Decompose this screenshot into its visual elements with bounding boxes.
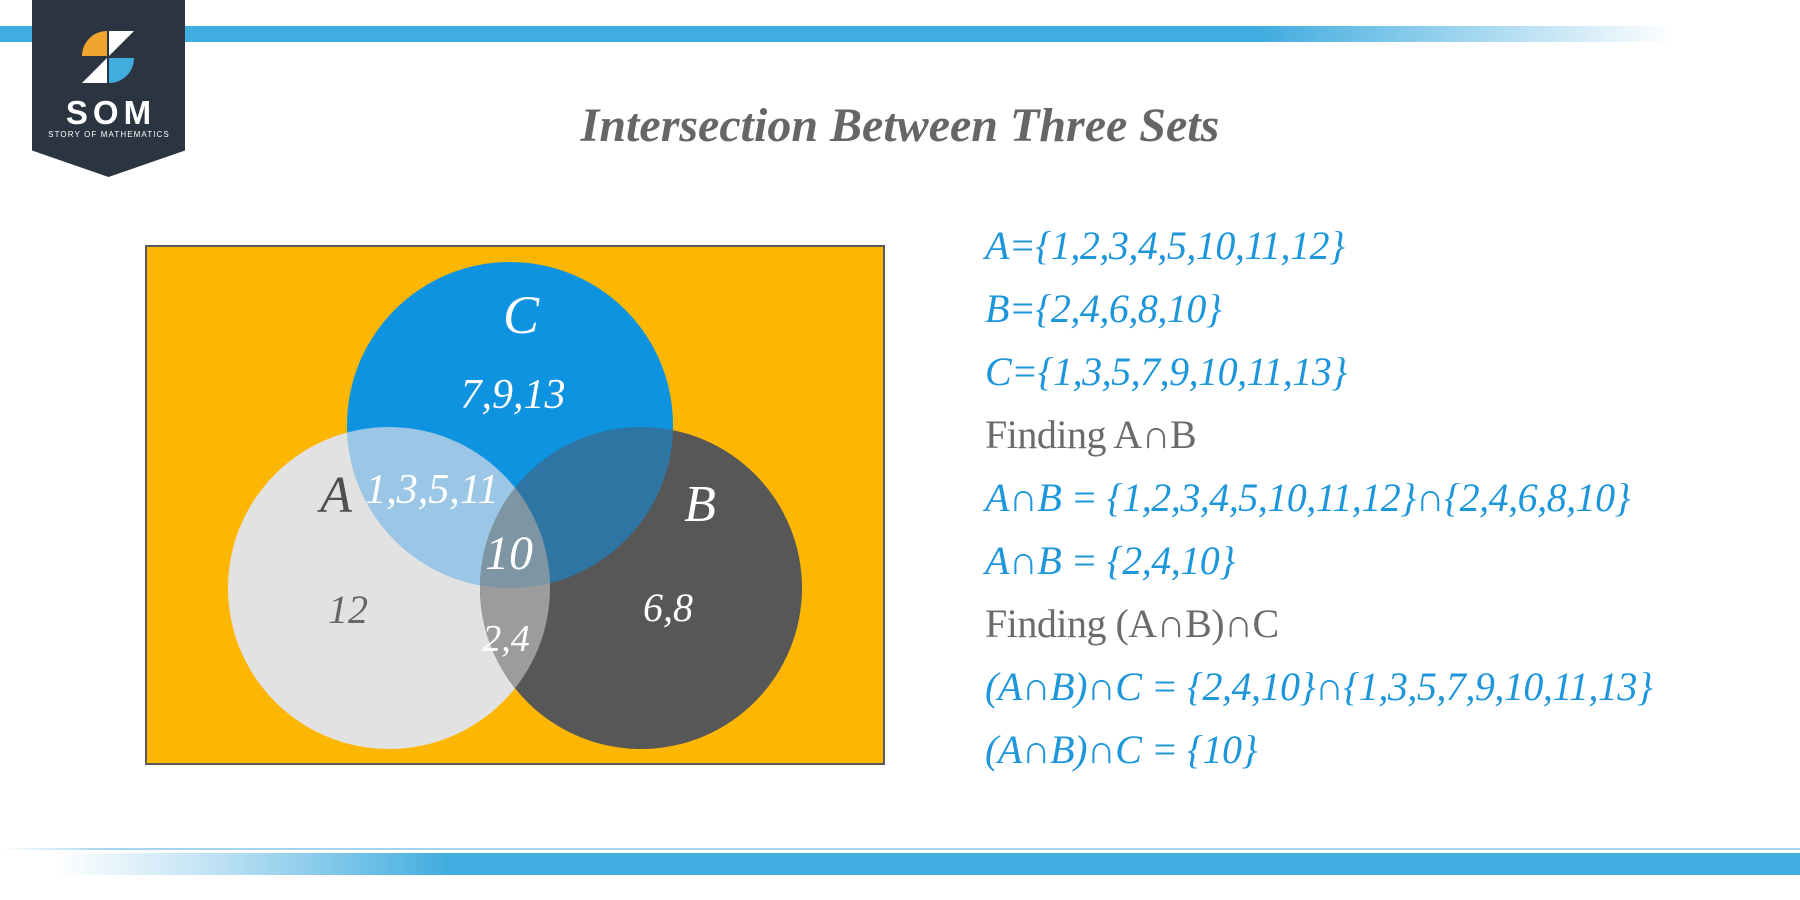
region-b-and-c xyxy=(480,427,673,588)
region-a-b-elements: 2,4 xyxy=(482,618,530,660)
set-a-elements: 12 xyxy=(328,587,368,632)
som-wordmark: SOM xyxy=(65,94,157,131)
solution-line-ab-result: A∩B = {2,4,10} xyxy=(985,538,1235,583)
logo-triangle-bottom-icon xyxy=(82,58,107,83)
top-ribbon xyxy=(0,26,1800,42)
bottom-thin-line xyxy=(0,848,1800,850)
som-tagline: STORY OF MATHEMATICS xyxy=(48,130,170,139)
som-logo-icon xyxy=(82,31,134,83)
venn-diagram: C 7,9,13 A 1,3,5,11 B 10 12 2,4 6,8 xyxy=(145,245,885,765)
region-a-and-c xyxy=(347,427,550,588)
set-b-label: B xyxy=(684,476,716,533)
bottom-ribbon xyxy=(0,853,1800,875)
logo-quarter-orange-icon xyxy=(82,31,107,56)
solution-line-set-a: A={1,2,3,4,5,10,11,12} xyxy=(985,223,1345,268)
logo-quarter-blue-icon xyxy=(109,58,134,83)
set-c-label: C xyxy=(503,285,540,345)
som-logo-pennant: SOM STORY OF MATHEMATICS xyxy=(32,0,185,177)
solution-line-set-c: C={1,3,5,7,9,10,11,13} xyxy=(985,349,1347,394)
worked-solution: A={1,2,3,4,5,10,11,12} B={2,4,6,8,10} C=… xyxy=(985,214,1745,781)
logo-triangle-top-icon xyxy=(109,31,134,56)
set-b-elements: 6,8 xyxy=(643,585,693,630)
set-c-elements: 7,9,13 xyxy=(461,372,566,418)
solution-line-abc-result: (A∩B)∩C = {10} xyxy=(985,727,1257,772)
solution-line-ab-expanded: A∩B = {1,2,3,4,5,10,11,12}∩{2,4,6,8,10} xyxy=(985,475,1631,520)
page-title: Intersection Between Three Sets xyxy=(580,99,1220,152)
region-a-c-elements: 1,3,5,11 xyxy=(365,467,498,513)
region-a-b-c-elements: 10 xyxy=(485,527,533,580)
venn-svg: C 7,9,13 A 1,3,5,11 B 10 12 2,4 6,8 xyxy=(228,262,802,749)
solution-line-set-b: B={2,4,6,8,10} xyxy=(985,286,1222,331)
solution-line-finding-ab: Finding A∩B xyxy=(985,412,1197,457)
set-a-label: A xyxy=(317,467,352,524)
solution-line-abc-expanded: (A∩B)∩C = {2,4,10}∩{1,3,5,7,9,10,11,13} xyxy=(985,664,1653,709)
solution-line-finding-abc: Finding (A∩B)∩C xyxy=(985,601,1279,646)
